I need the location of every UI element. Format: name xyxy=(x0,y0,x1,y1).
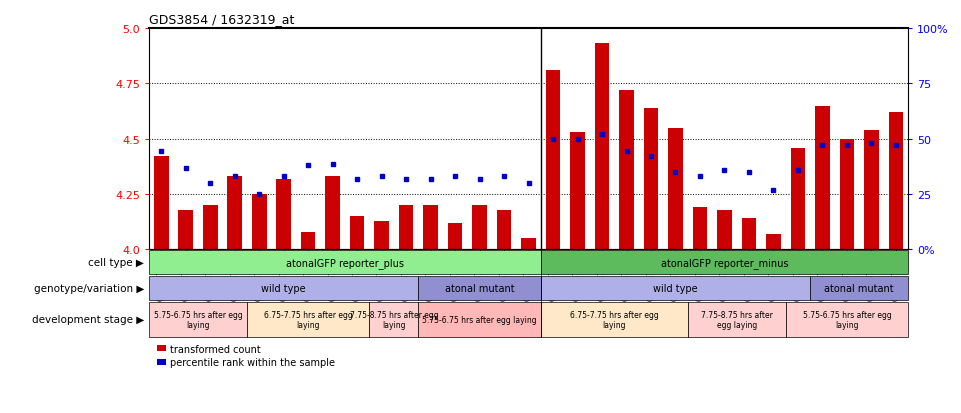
Bar xyxy=(864,131,878,250)
Text: 7.75-8.75 hrs after
egg laying: 7.75-8.75 hrs after egg laying xyxy=(701,310,773,329)
Text: genotype/variation ▶: genotype/variation ▶ xyxy=(34,283,144,293)
Bar xyxy=(521,239,536,250)
Text: development stage ▶: development stage ▶ xyxy=(32,315,144,325)
Text: atonal mutant: atonal mutant xyxy=(825,283,894,293)
FancyBboxPatch shape xyxy=(149,251,541,275)
Bar xyxy=(570,133,585,250)
Bar xyxy=(595,44,609,250)
Bar xyxy=(157,345,165,351)
Text: atonalGFP reporter_minus: atonalGFP reporter_minus xyxy=(661,257,788,268)
Bar xyxy=(815,106,829,250)
Bar xyxy=(350,217,364,250)
Text: atonalGFP reporter_plus: atonalGFP reporter_plus xyxy=(285,257,404,268)
FancyBboxPatch shape xyxy=(149,303,247,337)
FancyBboxPatch shape xyxy=(810,276,908,300)
Bar xyxy=(157,359,165,365)
Bar xyxy=(668,128,683,250)
Bar xyxy=(203,206,217,250)
Text: 6.75-7.75 hrs after egg
laying: 6.75-7.75 hrs after egg laying xyxy=(263,310,353,329)
FancyBboxPatch shape xyxy=(149,276,418,300)
Text: cell type ▶: cell type ▶ xyxy=(88,258,144,268)
Text: wild type: wild type xyxy=(261,283,306,293)
Bar xyxy=(619,91,634,250)
Bar xyxy=(717,210,732,250)
Bar xyxy=(374,221,389,250)
Text: 5.75-6.75 hrs after egg
laying: 5.75-6.75 hrs after egg laying xyxy=(802,310,891,329)
Text: GDS3854 / 1632319_at: GDS3854 / 1632319_at xyxy=(149,13,294,26)
Bar xyxy=(766,235,780,250)
Bar xyxy=(399,206,413,250)
Bar xyxy=(301,232,315,250)
Text: percentile rank within the sample: percentile rank within the sample xyxy=(170,358,335,368)
FancyBboxPatch shape xyxy=(541,251,908,275)
FancyBboxPatch shape xyxy=(541,303,688,337)
Bar xyxy=(889,113,903,250)
FancyBboxPatch shape xyxy=(369,303,418,337)
Bar xyxy=(179,210,193,250)
Bar xyxy=(791,148,805,250)
Text: 7.75-8.75 hrs after egg
laying: 7.75-8.75 hrs after egg laying xyxy=(350,310,438,329)
Bar xyxy=(693,208,707,250)
Text: 6.75-7.75 hrs after egg
laying: 6.75-7.75 hrs after egg laying xyxy=(570,310,658,329)
Bar xyxy=(497,210,511,250)
Bar xyxy=(252,195,266,250)
Text: transformed count: transformed count xyxy=(170,344,261,354)
FancyBboxPatch shape xyxy=(786,303,908,337)
Bar xyxy=(154,157,168,250)
Text: 5.75-6.75 hrs after egg
laying: 5.75-6.75 hrs after egg laying xyxy=(154,310,242,329)
Bar xyxy=(423,206,438,250)
Bar xyxy=(448,223,462,250)
Bar xyxy=(277,179,291,250)
Bar xyxy=(228,177,242,250)
Text: wild type: wild type xyxy=(653,283,698,293)
Bar xyxy=(644,109,658,250)
Bar xyxy=(840,140,854,250)
FancyBboxPatch shape xyxy=(247,303,369,337)
Bar xyxy=(546,71,560,250)
Bar xyxy=(742,219,756,250)
FancyBboxPatch shape xyxy=(541,276,810,300)
FancyBboxPatch shape xyxy=(418,276,541,300)
Text: 5.75-6.75 hrs after egg laying: 5.75-6.75 hrs after egg laying xyxy=(422,315,537,324)
FancyBboxPatch shape xyxy=(418,303,541,337)
Text: atonal mutant: atonal mutant xyxy=(445,283,514,293)
Bar xyxy=(325,177,340,250)
FancyBboxPatch shape xyxy=(688,303,786,337)
Bar xyxy=(472,206,487,250)
